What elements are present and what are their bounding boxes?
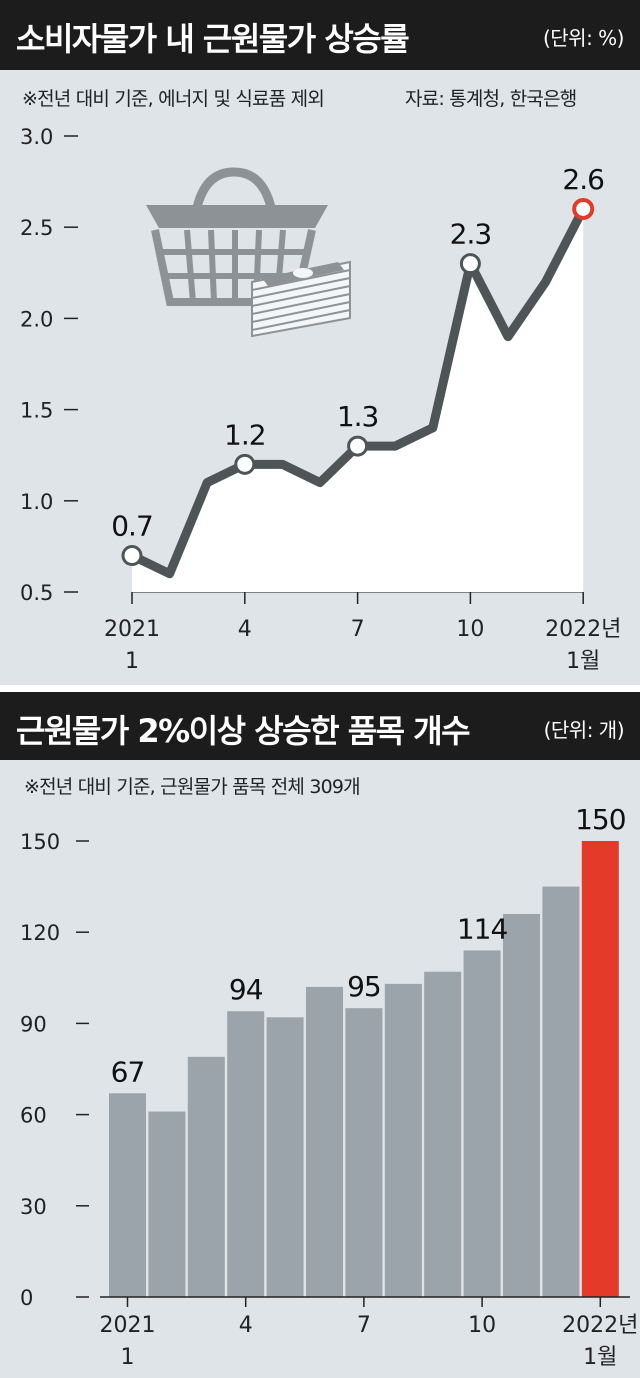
source-note: 자료: 통계청, 한국은행 [405, 88, 577, 110]
bar [148, 1111, 186, 1297]
bar [187, 1056, 225, 1297]
bar [463, 950, 501, 1297]
x-tick-label: 1월 [583, 1345, 617, 1370]
bar [266, 1017, 304, 1297]
x-tick-label: 7 [357, 1313, 371, 1338]
money-stack-icon [251, 260, 351, 338]
shopping-basket-and-money-icon [146, 167, 351, 338]
title-bar: 소비자물가 내 근원물가 상승률 (단위: %) [0, 0, 640, 70]
data-point-marker [121, 545, 143, 567]
x-axis: 2021 1 4 7 10 2022년 1월 [104, 591, 621, 674]
unit-label: (단위: %) [542, 26, 625, 50]
bar [227, 1011, 265, 1297]
x-tick-label: 2021 [100, 1313, 156, 1338]
data-label: 1.3 [337, 400, 379, 433]
y-tick-label: 150 [20, 830, 60, 854]
bar [424, 971, 462, 1297]
bar [581, 841, 619, 1297]
data-point-marker [572, 197, 595, 220]
bar [306, 986, 343, 1297]
data-label: 2.3 [450, 218, 492, 251]
x-tick-label: 10 [468, 1313, 496, 1338]
data-label: 150 [575, 803, 625, 836]
x-tick-label: 10 [456, 617, 484, 642]
y-tick-label: 0.5 [20, 581, 53, 605]
bar [542, 886, 580, 1297]
x-tick-label: 4 [239, 1313, 253, 1338]
x-tick-label: 1월 [566, 649, 600, 674]
x-axis: 2021 1 4 7 10 2022년 1월 [100, 1296, 638, 1370]
x-tick-label: 7 [351, 617, 365, 642]
line-chart: 3.0 2.5 2.0 1.5 1.0 0.5 2021 1 4 7 10 2022년 1월 0.7 1… [20, 125, 621, 674]
y-tick-label: 1.0 [20, 490, 53, 514]
bar [384, 983, 422, 1297]
data-point-marker [459, 253, 481, 275]
y-axis: 3.0 2.5 2.0 1.5 1.0 0.5 [20, 125, 78, 605]
data-label: 1.2 [224, 418, 266, 451]
data-label: 67 [111, 1055, 145, 1088]
chart-note: ※전년 대비 기준, 에너지 및 식료품 제외 [22, 88, 325, 110]
data-point-marker [234, 453, 256, 475]
bar [109, 1093, 146, 1297]
x-tick-label: 2022년 [562, 1313, 638, 1338]
data-point-marker [347, 435, 369, 457]
title-bar: 근원물가 2%이상 상승한 품목 개수 (단위: 개) [0, 692, 640, 760]
y-tick-label: 30 [20, 1195, 47, 1219]
x-tick-label: 4 [238, 617, 252, 642]
y-tick-label: 60 [20, 1104, 47, 1128]
y-tick-label: 0 [20, 1286, 33, 1310]
y-tick-label: 3.0 [20, 125, 53, 149]
unit-label: (단위: 개) [543, 718, 625, 742]
y-axis: 150 120 90 60 30 0 [20, 830, 89, 1310]
chart-note: ※전년 대비 기준, 근원물가 품목 전체 309개 [24, 776, 361, 798]
y-tick-label: 2.5 [20, 216, 53, 240]
data-label: 95 [347, 970, 381, 1003]
x-tick-label: 1 [125, 649, 139, 674]
x-tick-label: 1 [121, 1345, 135, 1370]
x-tick-label: 2021 [104, 617, 160, 642]
data-label: 114 [457, 912, 508, 945]
y-tick-label: 1.5 [20, 399, 53, 423]
chart-title: 근원물가 2%이상 상승한 품목 개수 [16, 712, 471, 750]
bar [345, 1008, 383, 1297]
y-tick-label: 120 [20, 921, 60, 945]
item-count-panel: 근원물가 2%이상 상승한 품목 개수 (단위: 개) ※전년 대비 기준, 근… [0, 692, 640, 1378]
chart-title: 소비자물가 내 근원물가 상승률 [16, 20, 410, 58]
area-fill [132, 208, 584, 592]
bar-chart: 150 120 90 60 30 0 67 94 95 114 150 2021 1 4 7 10 2022… [20, 803, 638, 1370]
y-tick-label: 90 [20, 1012, 47, 1036]
x-tick-label: 2022년 [545, 617, 621, 642]
y-tick-label: 2.0 [20, 307, 53, 331]
bar-series: 67 94 95 114 150 [109, 803, 627, 1297]
data-label: 94 [229, 973, 263, 1006]
data-label: 0.7 [111, 510, 153, 543]
line-series: 0.7 1.2 1.3 2.3 2.6 [111, 163, 605, 592]
inflation-rate-panel: 소비자물가 내 근원물가 상승률 (단위: %) ※전년 대비 기준, 에너지 … [0, 0, 640, 685]
bar [503, 913, 540, 1297]
data-label: 2.6 [562, 163, 604, 196]
